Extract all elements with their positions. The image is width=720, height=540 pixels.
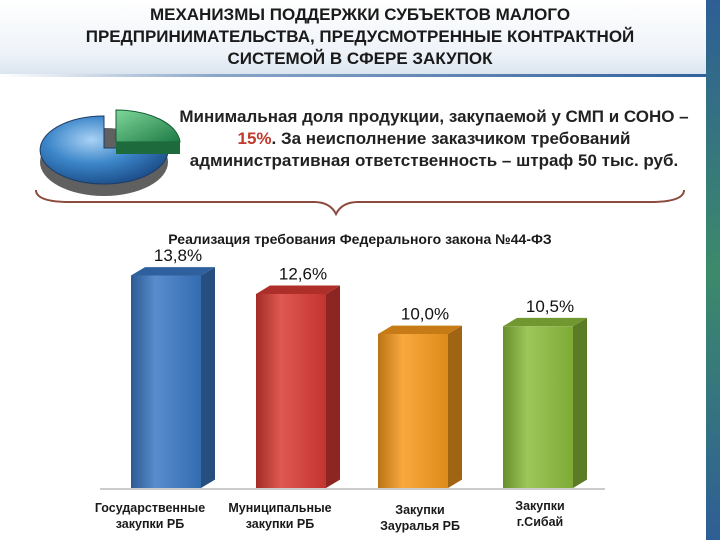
value-label-4: 10,5% (526, 297, 574, 316)
category-label-1-line-2: закупки РБ (115, 517, 185, 531)
value-label-2: 12,6% (279, 265, 327, 284)
title-line-3: СИСТЕМОЙ В СФЕРЕ ЗАКУПОК (227, 49, 493, 68)
category-label-1: Государственные закупки РБ (80, 500, 220, 532)
bar-4 (503, 326, 573, 488)
bar-side-1 (201, 267, 215, 488)
header-divider (0, 74, 720, 77)
chart-title: Реализация требования Федерального закон… (168, 231, 552, 247)
bar-top-1 (131, 267, 215, 276)
category-label-2-line-1: Муниципальные (228, 501, 332, 515)
title-line-2: ПРЕДПРИНИМАТЕЛЬСТВА, ПРЕДУСМОТРЕННЫЕ КОН… (85, 27, 635, 46)
category-label-2: Муниципальные закупки РБ (210, 500, 350, 532)
category-label-3-line-2: Зауралья РБ (380, 519, 460, 533)
bar-top-2 (256, 285, 340, 294)
bar-top-3 (378, 325, 462, 334)
value-label-1: 13,8% (154, 246, 202, 265)
bar-top-4 (503, 317, 587, 327)
bar-3 (378, 334, 448, 488)
bar-2 (256, 293, 326, 488)
category-label-4-line-1: Закупки (515, 499, 565, 513)
info-highlight-percent: 15% (237, 129, 272, 148)
info-part-2: . За неисполнение заказчиком требований … (189, 129, 679, 170)
category-label-3: Закупки Зауралья РБ (350, 502, 490, 534)
page-title: МЕХАНИЗМЫ ПОДДЕРЖКИ СУБЪЕКТОВ МАЛОГО ПРЕ… (20, 4, 700, 70)
value-label-3: 10,0% (401, 305, 449, 324)
pie-chart-icon (34, 92, 190, 202)
category-label-4-line-2: г.Сибай (516, 515, 564, 529)
category-label-3-line-1: Закупки (395, 503, 445, 517)
bar-side-3 (448, 325, 462, 488)
category-label-4: Закупки г.Сибай (470, 498, 610, 530)
info-text: Минимальная доля продукции, закупаемой у… (168, 106, 700, 172)
bar-1 (131, 275, 201, 488)
info-part-1: Минимальная доля продукции, закупаемой у… (179, 107, 689, 126)
curly-brace (35, 189, 685, 217)
bar-side-4 (573, 317, 587, 488)
category-label-1-line-1: Государственные (94, 501, 206, 515)
category-label-2-line-2: закупки РБ (245, 517, 315, 531)
title-line-1: МЕХАНИЗМЫ ПОДДЕРЖКИ СУБЪЕКТОВ МАЛОГО (149, 5, 571, 24)
bar-side-2 (326, 285, 340, 488)
header-band (0, 0, 720, 76)
right-sidebar-stripe (706, 0, 720, 540)
